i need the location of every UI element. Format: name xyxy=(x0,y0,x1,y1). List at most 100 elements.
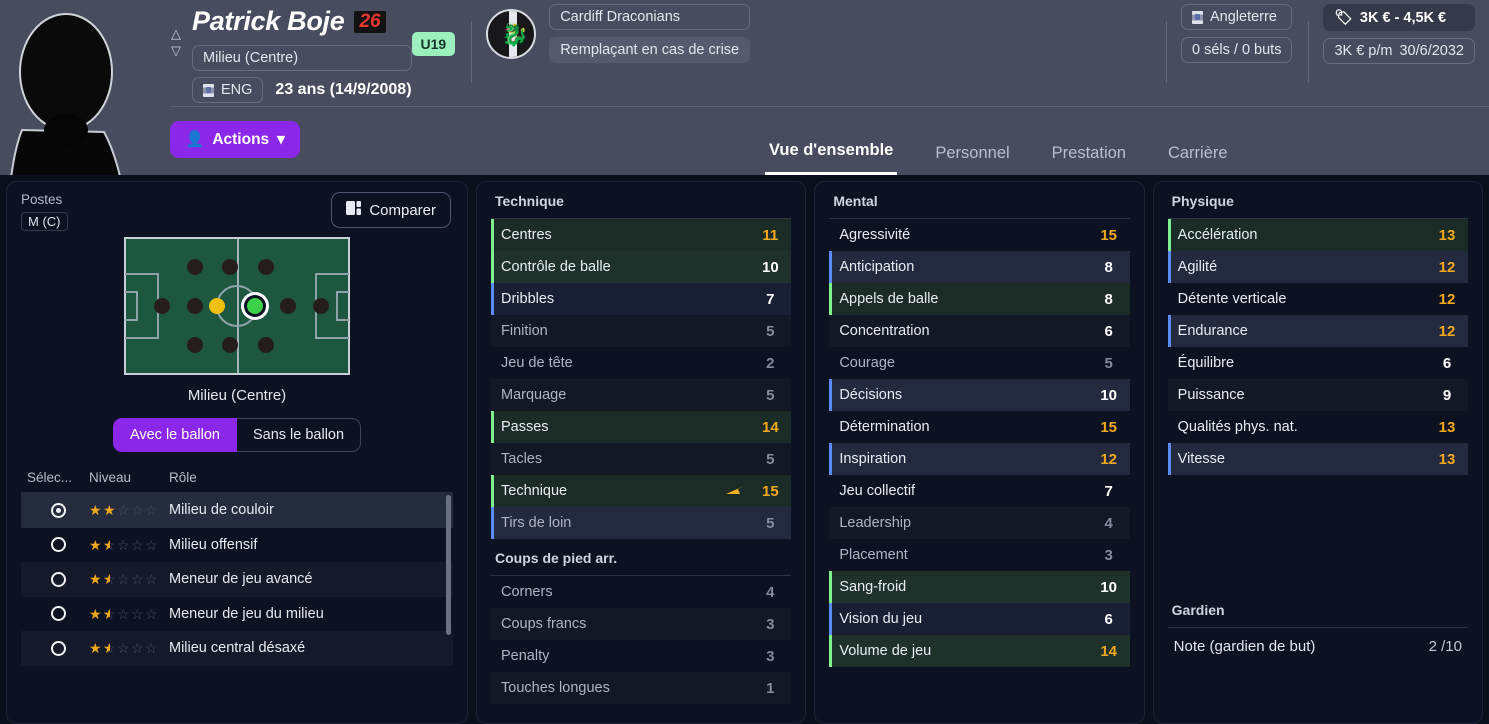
position-dot-primary[interactable] xyxy=(246,298,263,314)
position-dot[interactable] xyxy=(257,259,274,276)
position-dot[interactable] xyxy=(280,298,297,314)
club-crest-icon[interactable]: 🐉 xyxy=(486,8,537,59)
attribute-row[interactable]: Concentration 6 xyxy=(829,315,1130,347)
attribute-row[interactable]: Qualités phys. nat. 13 xyxy=(1168,411,1468,443)
value-range-pill[interactable]: 🏷 3K € - 4,5K € xyxy=(1323,4,1475,31)
club-name-pill[interactable]: Cardiff Draconians xyxy=(549,4,751,30)
attribute-row[interactable]: Anticipation 8 xyxy=(829,251,1130,283)
attribute-row[interactable]: Agilité 12 xyxy=(1167,251,1468,283)
star-icon: ☆ xyxy=(117,536,130,553)
attribute-row[interactable]: Touches longues 1 xyxy=(491,672,792,704)
role-row[interactable]: ★ ★ ☆ ☆ ☆ Milieu de couloir xyxy=(21,493,453,528)
position-dot[interactable] xyxy=(186,298,203,314)
tab-prestation[interactable]: Prestation xyxy=(1051,144,1126,162)
attribute-row[interactable]: Marquage 5 xyxy=(491,379,792,411)
role-select-cell[interactable] xyxy=(27,606,89,622)
chevron-up-icon[interactable]: △ xyxy=(171,26,181,41)
position-dot[interactable] xyxy=(257,336,274,353)
attribute-row[interactable]: Jeu de tête 2 xyxy=(491,347,791,379)
national-team-pill[interactable]: Angleterre xyxy=(1180,4,1293,30)
attribute-value: 13 xyxy=(1438,450,1456,468)
attribute-row[interactable]: Technique 15 xyxy=(491,475,792,507)
tab-carriere[interactable]: Carrière xyxy=(1167,144,1228,162)
physique-section: Physique Accélération 13 Agilité 12 Détente … xyxy=(1154,182,1482,475)
role-select-cell[interactable] xyxy=(27,571,89,587)
attribute-row[interactable]: Agressivité 15 xyxy=(829,219,1129,251)
attribute-row[interactable]: Inspiration 12 xyxy=(829,443,1130,475)
without-ball-button[interactable]: Sans le ballon xyxy=(236,418,362,452)
attribute-row[interactable]: Accélération 13 xyxy=(1167,219,1468,251)
attribute-name: Tirs de loin xyxy=(501,515,572,531)
training-arrow-icon xyxy=(725,485,745,498)
attribute-row[interactable]: Leadership 4 xyxy=(829,507,1130,539)
position-pill[interactable]: Milieu (Centre) xyxy=(192,45,412,71)
attribute-name: Courage xyxy=(839,355,895,371)
attribute-name: Technique xyxy=(501,483,568,499)
position-pitch[interactable] xyxy=(124,237,350,375)
shirt-number-badge: 26 xyxy=(354,10,386,33)
attribute-value-group: 3 xyxy=(753,614,787,635)
attribute-row[interactable]: Placement 3 xyxy=(829,539,1129,571)
nationality-pill[interactable]: ENG xyxy=(192,77,264,103)
caps-goals-pill[interactable]: 0 séls / 0 buts xyxy=(1180,37,1293,63)
attribute-row[interactable]: Jeu collectif 7 xyxy=(829,475,1129,507)
attribute-row[interactable]: Finition 5 xyxy=(491,315,792,347)
attribute-row[interactable]: Passes 14 xyxy=(491,411,792,443)
attribute-value-group: 12 xyxy=(1430,321,1464,342)
player-nav-arrows[interactable]: △ ▽ xyxy=(160,26,192,58)
attribute-row[interactable]: Détente verticale 12 xyxy=(1168,283,1468,315)
tab-personnel[interactable]: Personnel xyxy=(935,144,1010,162)
attribute-value: 3 xyxy=(1104,546,1113,564)
role-select-cell[interactable] xyxy=(27,502,89,518)
attribute-row[interactable]: Penalty 3 xyxy=(491,640,791,672)
roles-scrollbar[interactable] xyxy=(446,495,451,635)
chevron-down-icon[interactable]: ▽ xyxy=(171,43,181,58)
with-ball-button[interactable]: Avec le ballon xyxy=(112,418,237,452)
role-select-cell[interactable] xyxy=(27,537,89,553)
attribute-value: 8 xyxy=(1104,258,1113,276)
position-dot[interactable] xyxy=(186,336,203,353)
radio-button-icon[interactable] xyxy=(50,640,66,656)
attribute-row[interactable]: Volume de jeu 14 xyxy=(829,635,1130,667)
position-dot-secondary[interactable] xyxy=(209,298,226,314)
role-select-cell[interactable] xyxy=(27,640,89,656)
radio-button-icon[interactable] xyxy=(50,537,66,553)
actions-button[interactable]: 👤 Actions ▾ xyxy=(170,121,300,158)
role-row[interactable]: ★☆☆☆☆Meneur de jeu avancé xyxy=(21,562,453,597)
wage-contract-pill[interactable]: 3K € p/m 30/6/2032 xyxy=(1323,38,1475,64)
radio-button-icon[interactable] xyxy=(50,571,66,587)
position-dot[interactable] xyxy=(153,298,170,314)
squad-status-pill[interactable]: Remplaçant en cas de crise xyxy=(549,37,751,63)
radio-button-icon[interactable] xyxy=(50,606,66,622)
tab-vue-densemble[interactable]: Vue d'ensemble xyxy=(765,135,898,175)
technique-title: Technique xyxy=(495,193,564,209)
position-dot[interactable] xyxy=(222,336,239,353)
compare-button[interactable]: Comparer xyxy=(331,192,451,228)
attribute-row[interactable]: Sang-froid 10 xyxy=(829,571,1130,603)
attribute-row[interactable]: Courage 5 xyxy=(829,347,1129,379)
attribute-row[interactable]: Équilibre 6 xyxy=(1168,347,1468,379)
role-row[interactable]: ★☆☆☆☆Milieu offensif xyxy=(21,528,453,563)
attribute-row[interactable]: Vision du jeu 6 xyxy=(829,603,1130,635)
attribute-row[interactable]: Tirs de loin 5 xyxy=(491,507,792,539)
role-row[interactable]: ★☆☆☆☆Meneur de jeu du milieu xyxy=(21,597,453,632)
attribute-row[interactable]: Appels de balle 8 xyxy=(829,283,1130,315)
attribute-row[interactable]: Contrôle de balle 10 xyxy=(491,251,792,283)
position-dot[interactable] xyxy=(222,259,239,276)
attribute-row[interactable]: Détermination 15 xyxy=(829,411,1129,443)
attribute-row[interactable]: Puissance 9 xyxy=(1167,379,1468,411)
attribute-row[interactable]: Centres 11 xyxy=(491,219,792,251)
radio-button-icon[interactable] xyxy=(50,502,66,518)
role-row[interactable]: ★☆☆☆☆Milieu central désaxé xyxy=(21,631,453,666)
attribute-row[interactable]: Corners 4 xyxy=(491,576,791,608)
attribute-row[interactable]: Vitesse 13 xyxy=(1167,443,1468,475)
attribute-row[interactable]: Tacles 5 xyxy=(491,443,792,475)
attribute-row[interactable]: Endurance 12 xyxy=(1167,315,1468,347)
attribute-row[interactable]: Dribbles 7 xyxy=(491,283,792,315)
star-icon: ☆ xyxy=(117,571,130,588)
position-dot[interactable] xyxy=(313,298,330,314)
attribute-row[interactable]: Décisions 10 xyxy=(829,379,1130,411)
position-dot[interactable] xyxy=(186,259,203,276)
attribute-value-group: 2 xyxy=(753,353,787,374)
attribute-row[interactable]: Coups francs 3 xyxy=(491,608,792,640)
